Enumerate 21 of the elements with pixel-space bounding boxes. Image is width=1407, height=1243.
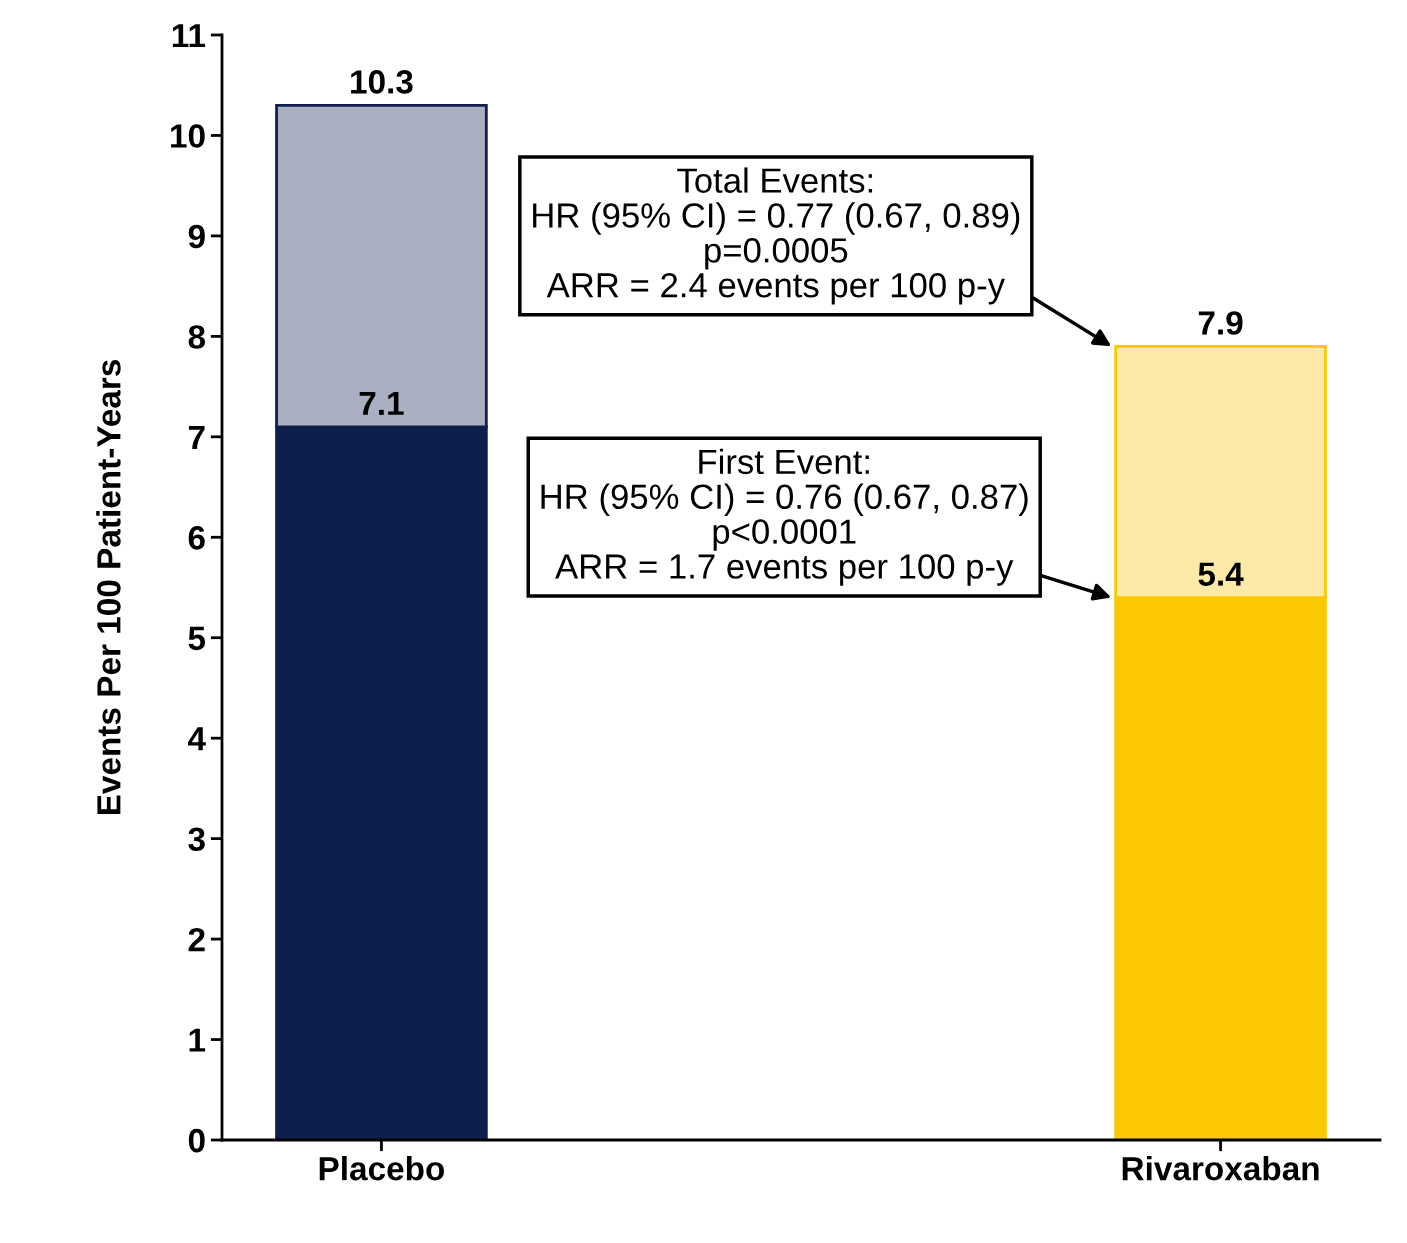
y-tick-label: 1 — [189, 1028, 206, 1052]
x-tick-label: Placebo — [319, 1155, 445, 1181]
y-tick-label: 11 — [172, 24, 206, 48]
x-tick-label: Rivaroxaban — [1122, 1155, 1319, 1181]
y-tick-label: 4 — [188, 727, 206, 751]
y-tick-label: 2 — [188, 927, 205, 952]
annotation: Total Events: HR (95% CI) = 0.77 (0.67, 0.89) p=0.0005 ARR = 2.4 events per 100 p-y — [533, 167, 1020, 305]
y-tick-label: 0 — [188, 1128, 205, 1153]
y-tick-label: 9 — [188, 224, 205, 249]
annotation: First Event: HR (95% CI) = 0.76 (0.67, 0.87) p<0.0001 ARR = 1.7 events per 100 p-y — [541, 448, 1028, 586]
total-label: 10.3 — [351, 70, 413, 94]
y-tick-label: 10 — [171, 124, 205, 148]
y-tick-label: 8 — [188, 325, 206, 349]
y-tick-label: 7 — [188, 425, 205, 449]
y-tick-label: 5 — [188, 626, 206, 651]
data-label: 7.1 — [359, 391, 404, 415]
data-label: 5.4 — [1198, 562, 1244, 586]
y-axis-title: Events Per 100 Patient-Years — [96, 360, 121, 815]
y-tick-label: 6 — [188, 526, 205, 550]
total-label: 7.9 — [1198, 311, 1243, 335]
y-tick-label: 3 — [188, 827, 205, 852]
